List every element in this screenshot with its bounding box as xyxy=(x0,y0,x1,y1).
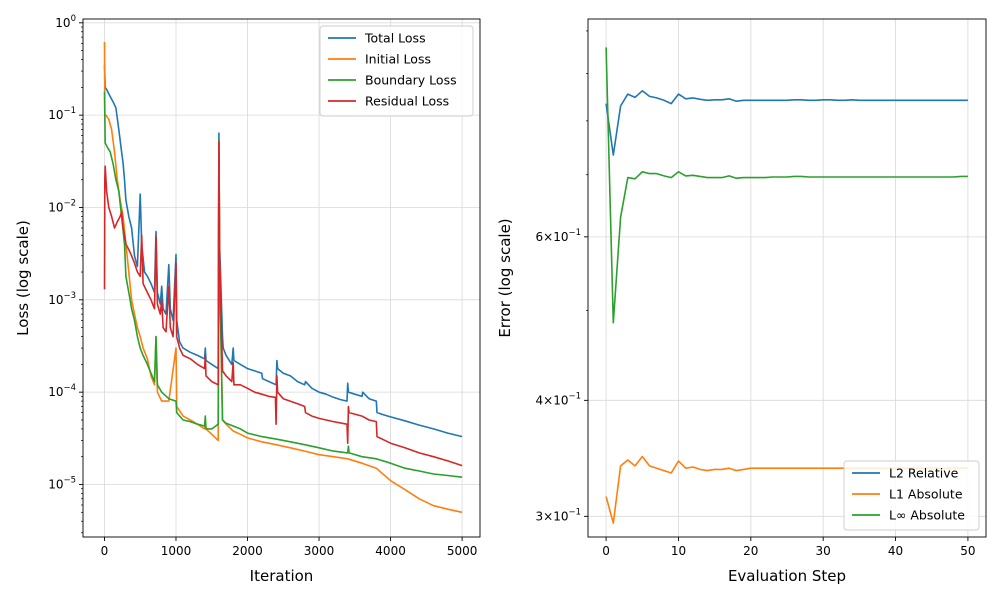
y-tick-label: 10−4 xyxy=(48,383,76,399)
error-y-axis-label: Error (log scale) xyxy=(496,218,514,337)
legend-label-l2-relative: L2 Relative xyxy=(889,466,959,481)
series-line-l-absolute xyxy=(605,47,968,324)
y-tick-label: 3×10−1 xyxy=(536,507,582,523)
legend-label-l1-absolute: L1 Absolute xyxy=(889,487,963,502)
loss-legend: Total Loss Initial Loss Boundary Loss Resid… xyxy=(319,25,474,117)
legend-label-boundary-loss: Boundary Loss xyxy=(365,73,457,88)
x-tick-label: 1000 xyxy=(161,544,192,558)
loss-x-axis-label: Iteration xyxy=(250,567,314,585)
legend-label-initial-loss: Initial Loss xyxy=(365,52,431,67)
y-tick-label: 10−2 xyxy=(48,198,76,214)
x-tick-label: 3000 xyxy=(304,544,335,558)
x-tick-label: 0 xyxy=(602,544,610,558)
x-tick-label: 40 xyxy=(888,544,903,558)
y-tick-label: 10−1 xyxy=(48,106,76,122)
x-tick-label: 0 xyxy=(101,544,109,558)
x-tick-label: 20 xyxy=(743,544,758,558)
x-tick-label: 4000 xyxy=(375,544,406,558)
series-line-l2-relative xyxy=(605,90,968,156)
y-tick-label: 4×10−1 xyxy=(536,391,582,407)
legend-box xyxy=(843,460,980,531)
legend-label-total-loss: Total Loss xyxy=(364,31,426,46)
y-tick-label: 10−5 xyxy=(48,475,76,491)
loss-y-axis-label: Loss (log scale) xyxy=(14,220,32,336)
error-axes-frame xyxy=(587,18,987,538)
x-tick-label: 2000 xyxy=(232,544,263,558)
x-tick-label: 30 xyxy=(816,544,831,558)
x-tick-label: 5000 xyxy=(447,544,478,558)
y-tick-label: 6×10−1 xyxy=(536,228,582,244)
x-tick-label: 50 xyxy=(960,544,975,558)
legend-label-l-absolute: L∞ Absolute xyxy=(889,508,965,523)
series-line-boundary-loss xyxy=(103,91,463,478)
legend-box xyxy=(319,25,474,117)
error-chart: 0 10 20 30 40 50 3×10−1 4×10−1 6×10−1 Evaluation … xyxy=(496,18,987,585)
loss-series xyxy=(103,41,463,514)
error-x-axis-label: Evaluation Step xyxy=(728,567,846,585)
error-legend: L2 Relative L1 Absolute L∞ Absolute xyxy=(843,460,980,531)
y-tick-label: 10−3 xyxy=(48,291,76,307)
loss-axes-frame xyxy=(82,18,481,538)
loss-chart: 0 1000 2000 3000 4000 5000 10−5 10−4 10−3 10−2 10−… xyxy=(14,14,481,585)
x-tick-label: 10 xyxy=(671,544,686,558)
y-tick-label: 100 xyxy=(55,14,76,30)
series-line-residual-loss xyxy=(103,140,463,467)
legend-label-residual-loss: Residual Loss xyxy=(365,94,449,109)
